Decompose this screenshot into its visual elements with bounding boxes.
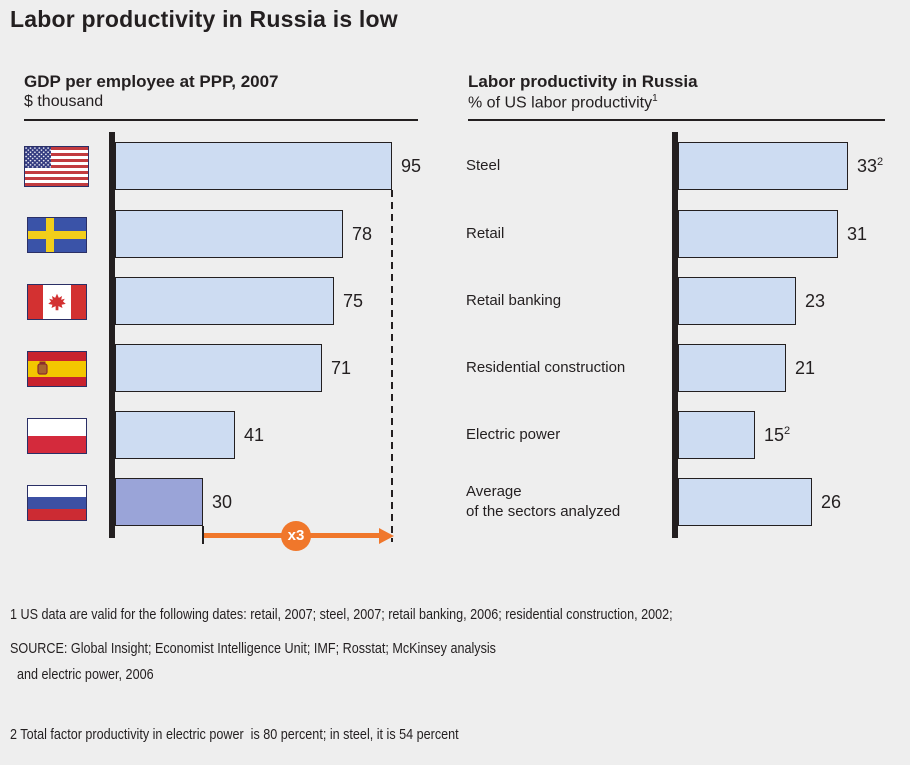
footnote-1-line-2: and electric power, 2006 [10,666,154,683]
left-chart-title: GDP per employee at PPP, 2007 [24,72,279,91]
left-chart-row: 71 [115,344,351,392]
sector-label-residential-construction: Residential construction [466,359,626,376]
bar-spain [115,344,322,392]
right-y-axis [672,132,678,538]
value-label-electric-power: 152 [764,424,791,445]
bar-electric-power [678,411,755,459]
flag-russia-icon [27,485,87,521]
left-chart-subtitle: $ thousand [24,93,104,110]
footnotes: 1 US data are valid for the following da… [10,565,673,765]
right-chart-title: Labor productivity in Russia [468,72,698,91]
left-chart-row: 75 [115,277,363,325]
bar-retail-banking [678,277,796,325]
bar-residential-construction [678,344,786,392]
bar-steel [678,142,848,190]
sector-label-average: Average of the sectors analyzed [466,483,621,520]
right-chart-row: 31 [678,210,867,258]
page-title: Labor productivity in Russia is low [10,6,398,32]
multiplier-arrowhead-icon [379,528,394,544]
value-label-sweden: 78 [352,223,373,244]
value-label-average: 26 [821,491,842,512]
value-label-retail: 31 [847,223,868,244]
multiplier-badge: x3 [281,521,311,551]
right-chart-row: 23 [678,277,825,325]
bar-canada [115,277,334,325]
flag-usa-icon [24,146,89,187]
left-chart-row: 78 [115,210,372,258]
right-chart-row: 332 [678,142,883,190]
footnote-2: 2 Total factor productivity in electric … [10,726,459,743]
bar-united-states [115,142,392,190]
arrow-start-tick [202,526,204,544]
flag-poland-icon [27,418,87,454]
right-chart-subtitle: % of US labor productivity1 [468,93,658,112]
bar-retail [678,210,838,258]
value-label-poland: 41 [244,424,265,445]
left-header-rule [24,119,418,121]
value-label-united-states: 95 [401,155,422,176]
left-chart-row: 30 [115,478,232,526]
right-header-rule [468,119,885,121]
value-label-residential-construction: 21 [795,357,816,378]
flag-sweden-icon [27,217,87,253]
source-line: SOURCE: Global Insight; Economist Intell… [10,640,496,657]
value-label-spain: 71 [331,357,352,378]
value-label-russia: 30 [212,491,233,512]
bar-russia-highlighted [115,478,203,526]
footnote-1-line-1: 1 US data are valid for the following da… [10,606,673,623]
flag-canada-icon [27,284,87,320]
sector-label-retail: Retail [466,225,505,242]
sector-label-retail-banking: Retail banking [466,292,562,309]
sector-label-steel: Steel [466,157,501,174]
right-chart-row: 26 [678,478,841,526]
right-chart-subtitle-text: % of US labor productivity [468,94,653,112]
value-label-retail-banking: 23 [805,290,826,311]
bar-average [678,478,812,526]
subtitle-footnote-marker: 1 [652,93,658,104]
bar-poland [115,411,235,459]
right-chart-row: 21 [678,344,815,392]
left-chart-row: 41 [115,411,264,459]
left-chart-row: 95 [115,142,421,190]
sector-label-electric-power: Electric power [466,426,561,443]
left-y-axis [109,132,115,538]
flag-spain-icon [27,351,87,387]
value-label-canada: 75 [343,290,364,311]
bar-sweden [115,210,343,258]
value-label-steel: 332 [857,155,884,176]
right-chart-row: 152 [678,411,790,459]
us-reference-dashed-line [391,190,393,542]
